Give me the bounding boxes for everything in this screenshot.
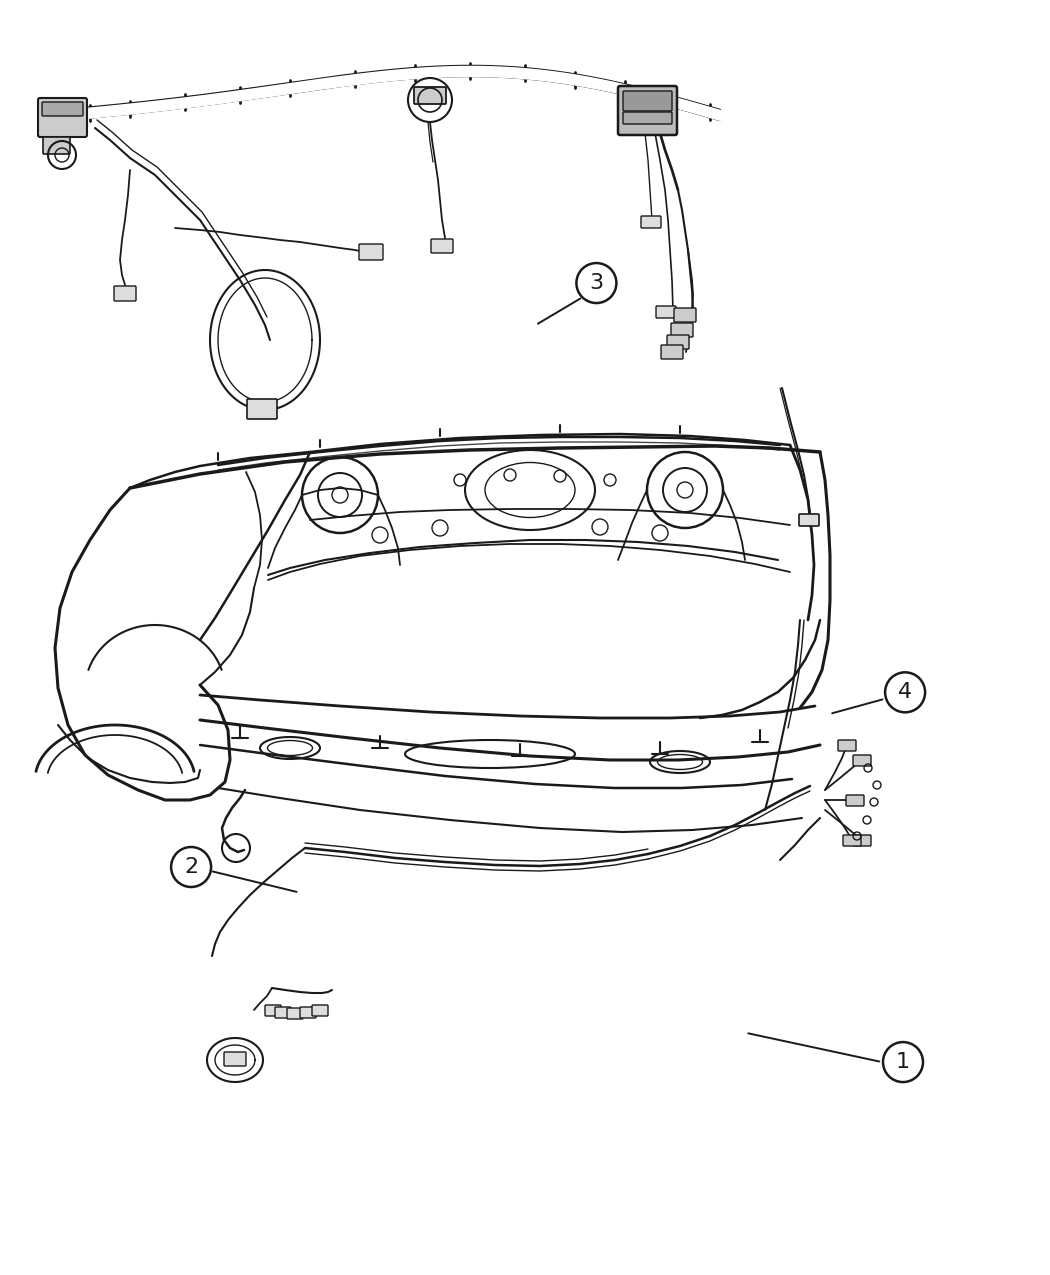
FancyBboxPatch shape xyxy=(662,346,682,360)
FancyBboxPatch shape xyxy=(287,1009,303,1019)
FancyBboxPatch shape xyxy=(671,323,693,337)
FancyBboxPatch shape xyxy=(42,102,83,116)
FancyBboxPatch shape xyxy=(275,1007,291,1017)
Text: 3: 3 xyxy=(589,273,604,293)
FancyBboxPatch shape xyxy=(838,740,856,751)
FancyBboxPatch shape xyxy=(846,796,864,806)
Text: 4: 4 xyxy=(898,682,912,703)
FancyBboxPatch shape xyxy=(843,835,861,847)
FancyBboxPatch shape xyxy=(430,238,453,252)
FancyBboxPatch shape xyxy=(640,215,662,228)
FancyBboxPatch shape xyxy=(265,1005,281,1016)
FancyBboxPatch shape xyxy=(618,85,677,135)
FancyBboxPatch shape xyxy=(43,136,70,154)
FancyBboxPatch shape xyxy=(224,1052,246,1066)
FancyBboxPatch shape xyxy=(414,87,446,105)
FancyBboxPatch shape xyxy=(667,335,689,349)
FancyBboxPatch shape xyxy=(247,399,277,419)
FancyBboxPatch shape xyxy=(300,1007,316,1017)
Text: 1: 1 xyxy=(896,1052,910,1072)
FancyBboxPatch shape xyxy=(623,112,672,124)
FancyBboxPatch shape xyxy=(674,309,696,323)
FancyBboxPatch shape xyxy=(799,514,819,527)
FancyBboxPatch shape xyxy=(853,755,871,766)
FancyBboxPatch shape xyxy=(656,306,676,317)
FancyBboxPatch shape xyxy=(623,91,672,111)
Text: 2: 2 xyxy=(184,857,198,877)
FancyBboxPatch shape xyxy=(312,1005,328,1016)
FancyBboxPatch shape xyxy=(853,835,871,847)
FancyBboxPatch shape xyxy=(359,244,383,260)
FancyBboxPatch shape xyxy=(114,286,136,301)
FancyBboxPatch shape xyxy=(38,98,87,136)
